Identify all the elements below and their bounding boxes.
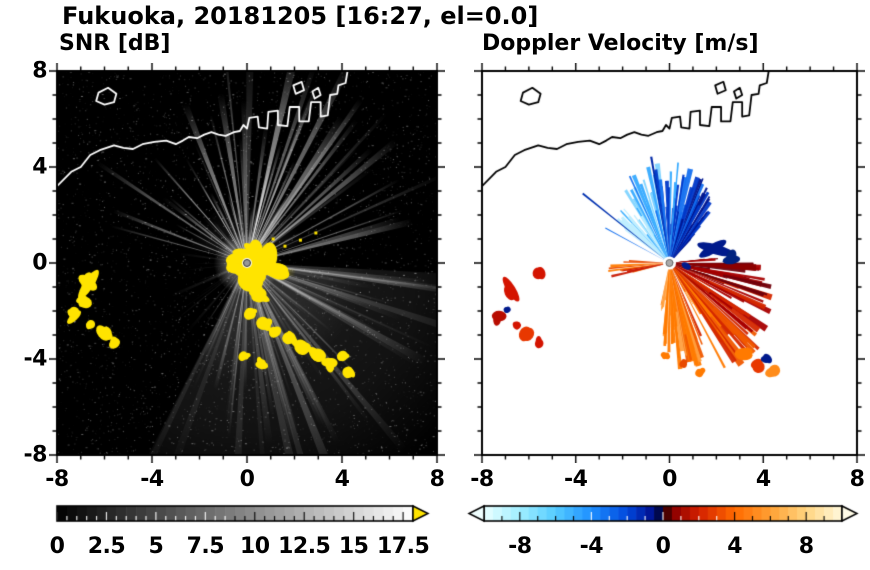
x-tick-label: 8 — [429, 467, 445, 492]
x-tick-label: -4 — [140, 467, 164, 492]
velocity-panel-title: Doppler Velocity [m/s] — [482, 31, 759, 56]
colorbar-tick-label: 0 — [49, 534, 65, 559]
y-tick-label: 4 — [32, 154, 47, 180]
snr-ppi-canvas — [49, 63, 445, 463]
y-tick-label: 8 — [32, 58, 47, 84]
colorbar-tick-label: 5 — [148, 534, 164, 559]
colorbar-tick-label: 0 — [655, 534, 671, 559]
x-tick-label: -4 — [564, 467, 588, 492]
colorbar-tick-label: 17.5 — [376, 534, 430, 559]
y-tick-label: -8 — [23, 442, 48, 468]
snr-panel-title: SNR [dB] — [59, 31, 171, 56]
colorbar-tick-label: 12.5 — [278, 534, 331, 559]
colorbar-tick-label: 7.5 — [186, 534, 225, 559]
colorbar-tick-label: -8 — [508, 534, 532, 559]
colorbar-tick-label: -4 — [579, 534, 604, 559]
colorbar-tick-label: 2.5 — [87, 534, 126, 559]
y-tick-label: 0 — [32, 250, 47, 276]
snr-colorbar — [39, 503, 431, 530]
figure-title: Fukuoka, 20181205 [16:27, el=0.0] — [62, 2, 539, 30]
velocity-colorbar — [466, 503, 860, 530]
x-tick-label: 0 — [239, 467, 255, 492]
y-tick-label: -4 — [23, 346, 48, 372]
colorbar-tick-label: 4 — [727, 534, 742, 559]
colorbar-tick-label: 10 — [239, 534, 270, 559]
x-tick-label: 4 — [755, 467, 771, 492]
colorbar-tick-label: 15 — [338, 534, 369, 559]
x-tick-label: -8 — [470, 467, 494, 492]
x-tick-label: 8 — [849, 467, 865, 492]
velocity-ppi-canvas — [474, 63, 865, 463]
x-tick-label: -8 — [45, 467, 69, 492]
x-tick-label: 0 — [662, 467, 677, 492]
colorbar-tick-label: 8 — [798, 534, 814, 559]
x-tick-label: 4 — [334, 467, 350, 492]
